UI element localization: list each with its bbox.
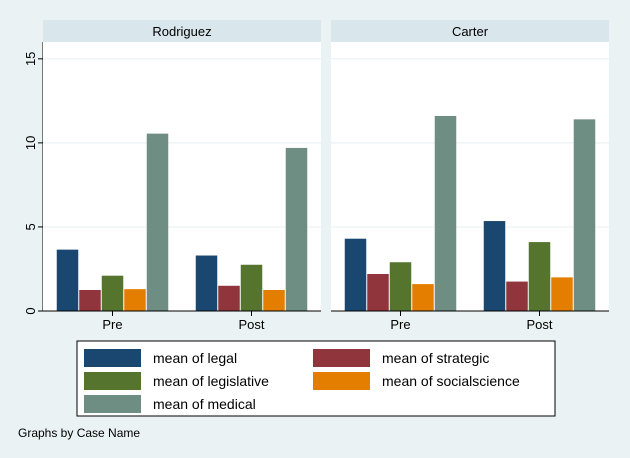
legend-key — [84, 395, 141, 413]
bar-carter-pre-5 — [434, 115, 457, 311]
legend-label: mean of socialscience — [382, 373, 520, 389]
y-tick-label: 5 — [23, 223, 38, 230]
bar-rodriguez-pre-2 — [79, 289, 101, 311]
bar-rodriguez-post-1 — [195, 255, 218, 311]
bar-rodriguez-post-4 — [263, 289, 285, 311]
bar-carter-pre-1 — [344, 238, 367, 311]
legend-label: mean of legislative — [153, 373, 269, 389]
bar-carter-post-1 — [483, 221, 506, 311]
legend-key — [84, 349, 141, 367]
bar-carter-post-3 — [528, 242, 551, 311]
x-tick-label: Pre — [390, 317, 410, 332]
bar-rodriguez-pre-3 — [101, 275, 124, 311]
panel-title: Carter — [452, 24, 489, 39]
panel-carter: Carter Pre Post — [331, 20, 609, 332]
panel-header — [331, 20, 609, 42]
bar-rodriguez-post-3 — [240, 264, 263, 311]
panel-header — [43, 20, 321, 42]
y-tick-label: 10 — [23, 136, 38, 150]
bar-rodriguez-post-5 — [285, 147, 308, 311]
chart-note: Graphs by Case Name — [18, 426, 140, 440]
x-tick-label: Pre — [102, 317, 122, 332]
chart-panels: 0 5 10 15 Rodriguez Pre Post Carter Pre Post — [23, 20, 609, 332]
legend-key — [84, 372, 141, 390]
legend-label: mean of strategic — [382, 350, 489, 366]
plot-area — [43, 42, 321, 311]
bar-rodriguez-pre-5 — [146, 133, 169, 311]
bar-rodriguez-post-2 — [218, 285, 240, 311]
bar-carter-pre-4 — [412, 284, 434, 311]
x-tick-label: Post — [526, 317, 552, 332]
legend-key — [313, 372, 370, 390]
legend: mean of legal mean of strategic mean of le… — [76, 340, 556, 417]
bar-carter-post-5 — [573, 119, 596, 312]
legend-label: mean of medical — [153, 396, 256, 412]
bar-carter-post-4 — [551, 277, 573, 311]
panel-title: Rodriguez — [152, 24, 211, 39]
bar-rodriguez-pre-1 — [56, 249, 79, 311]
legend-label: mean of legal — [153, 350, 237, 366]
panel-rodriguez: Rodriguez Pre Post — [43, 20, 321, 332]
bar-carter-pre-3 — [389, 262, 412, 311]
y-tick-label: 0 — [23, 307, 38, 314]
x-tick-label: Post — [238, 317, 264, 332]
bar-carter-post-2 — [506, 281, 528, 311]
bar-rodriguez-pre-4 — [124, 289, 146, 311]
bar-carter-pre-2 — [367, 274, 389, 311]
legend-key — [313, 349, 370, 367]
y-tick-label: 15 — [23, 52, 38, 66]
plot-area — [331, 42, 609, 311]
